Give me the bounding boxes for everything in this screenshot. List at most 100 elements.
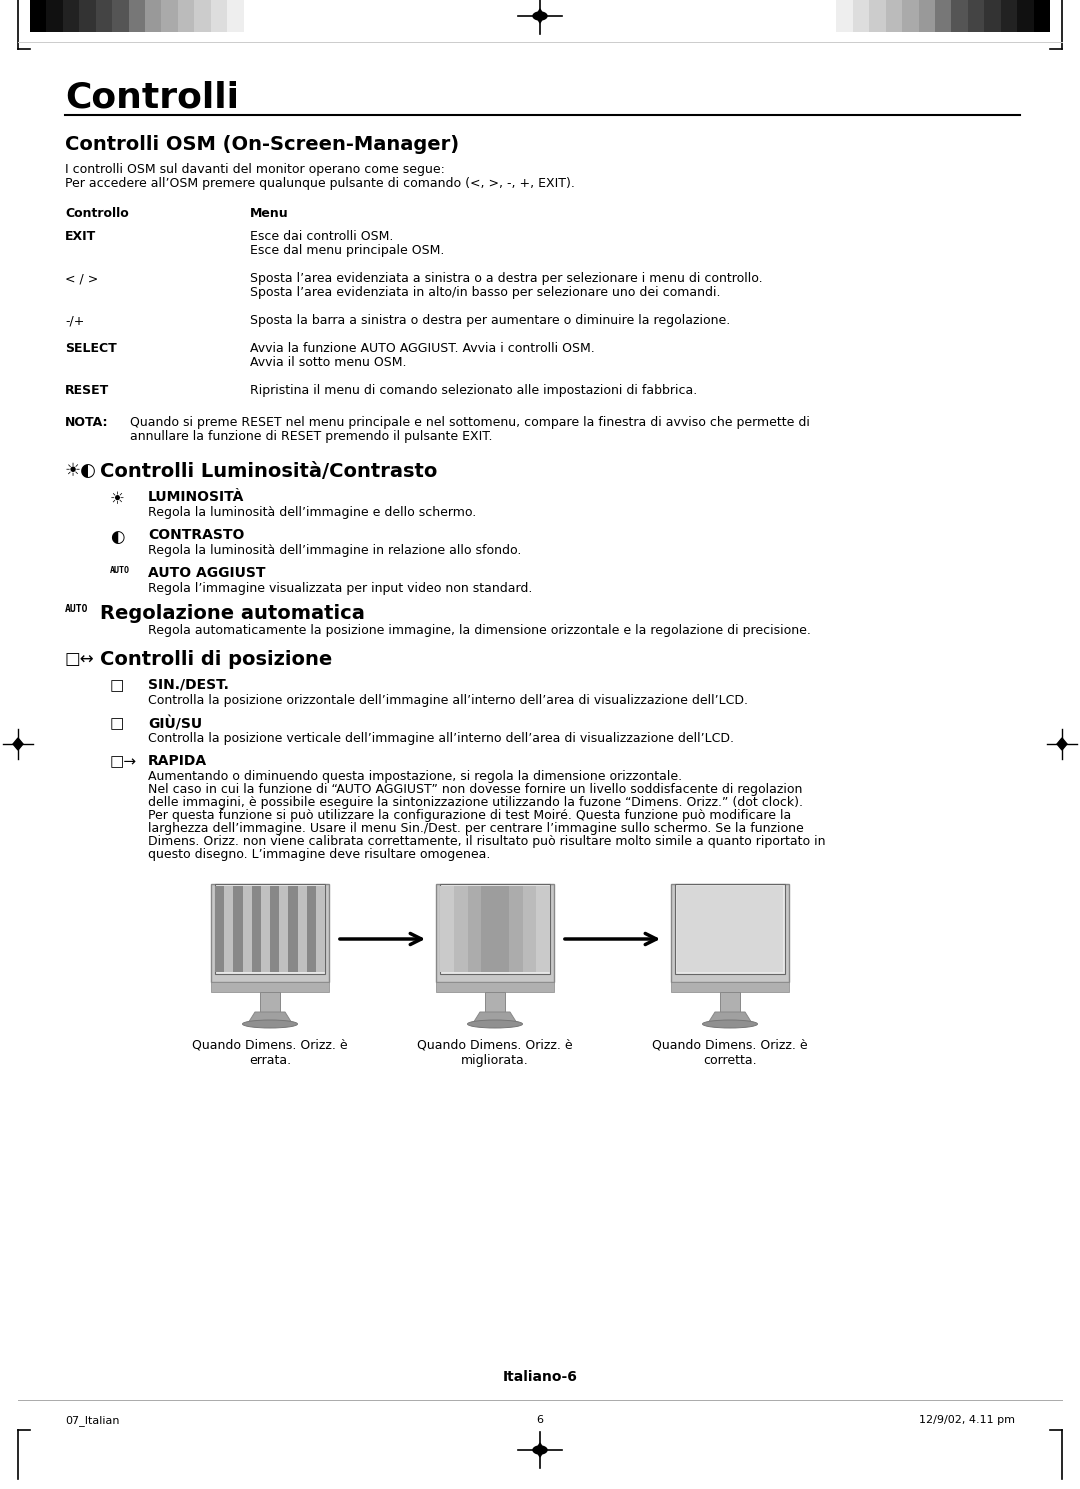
Bar bbox=[671, 884, 789, 983]
Bar bbox=[951, 0, 968, 31]
Bar bbox=[509, 886, 523, 972]
Text: Regola la luminosità dell’immagine in relazione allo sfondo.: Regola la luminosità dell’immagine in re… bbox=[148, 543, 522, 557]
Text: □↔: □↔ bbox=[65, 651, 95, 669]
Text: Regola la luminosità dell’immagine e dello schermo.: Regola la luminosità dell’immagine e del… bbox=[148, 506, 476, 520]
Text: Sposta l’area evidenziata in alto/in basso per selezionare uno dei comandi.: Sposta l’area evidenziata in alto/in bas… bbox=[249, 286, 720, 299]
Text: Regola automaticamente la posizione immagine, la dimensione orizzontale e la reg: Regola automaticamente la posizione imma… bbox=[148, 624, 811, 637]
Bar bbox=[495, 886, 509, 972]
Polygon shape bbox=[473, 1013, 517, 1024]
Text: LUMINOSITÀ: LUMINOSITÀ bbox=[148, 490, 244, 503]
Bar bbox=[307, 886, 315, 972]
Polygon shape bbox=[13, 739, 23, 750]
Bar bbox=[215, 886, 225, 972]
Text: Avvia il sotto menu OSM.: Avvia il sotto menu OSM. bbox=[249, 356, 406, 369]
Bar bbox=[315, 886, 325, 972]
Bar bbox=[836, 0, 853, 31]
Bar bbox=[968, 0, 984, 31]
Ellipse shape bbox=[468, 1020, 523, 1027]
Bar bbox=[485, 992, 505, 1013]
Bar bbox=[261, 886, 270, 972]
Text: Controlli: Controlli bbox=[65, 80, 239, 115]
Polygon shape bbox=[536, 1443, 544, 1458]
Bar bbox=[46, 0, 63, 31]
Text: SELECT: SELECT bbox=[65, 342, 117, 354]
Bar bbox=[1001, 0, 1017, 31]
Text: Quando Dimens. Orizz. è: Quando Dimens. Orizz. è bbox=[417, 1039, 572, 1053]
Bar bbox=[161, 0, 178, 31]
Text: corretta.: corretta. bbox=[703, 1054, 757, 1068]
Bar bbox=[178, 0, 194, 31]
Bar bbox=[436, 983, 554, 992]
Ellipse shape bbox=[702, 1020, 757, 1027]
Text: AUTO: AUTO bbox=[110, 566, 130, 575]
Bar bbox=[96, 0, 112, 31]
Text: Quando si preme RESET nel menu principale e nel sottomenu, compare la finestra d: Quando si preme RESET nel menu principal… bbox=[130, 415, 810, 429]
Bar bbox=[919, 0, 935, 31]
Text: RAPIDA: RAPIDA bbox=[148, 753, 207, 768]
Text: -/+: -/+ bbox=[65, 314, 84, 328]
Text: Sposta la barra a sinistra o destra per aumentare o diminuire la regolazione.: Sposta la barra a sinistra o destra per … bbox=[249, 314, 730, 328]
Bar bbox=[675, 884, 785, 974]
Bar bbox=[886, 0, 902, 31]
Bar bbox=[297, 886, 307, 972]
Bar bbox=[902, 0, 919, 31]
Text: Sposta l’area evidenziata a sinistra o a destra per selezionare i menu di contro: Sposta l’area evidenziata a sinistra o a… bbox=[249, 272, 762, 284]
Text: Quando Dimens. Orizz. è: Quando Dimens. Orizz. è bbox=[652, 1039, 808, 1053]
Text: CONTRASTO: CONTRASTO bbox=[148, 529, 244, 542]
Bar bbox=[225, 886, 233, 972]
Text: Menu: Menu bbox=[249, 207, 288, 220]
Text: Controlli OSM (On-Screen-Manager): Controlli OSM (On-Screen-Manager) bbox=[65, 135, 459, 153]
Bar bbox=[677, 886, 783, 972]
Polygon shape bbox=[1057, 739, 1067, 750]
Text: migliorata.: migliorata. bbox=[461, 1054, 529, 1068]
Ellipse shape bbox=[243, 1020, 297, 1027]
Bar bbox=[671, 983, 789, 992]
Bar bbox=[440, 886, 454, 972]
Bar bbox=[288, 886, 297, 972]
Text: Regola l’immagine visualizzata per input video non standard.: Regola l’immagine visualizzata per input… bbox=[148, 582, 532, 596]
Text: Regolazione automatica: Regolazione automatica bbox=[100, 605, 365, 622]
Text: RESET: RESET bbox=[65, 384, 109, 398]
Text: Esce dai controlli OSM.: Esce dai controlli OSM. bbox=[249, 229, 393, 243]
Text: 6: 6 bbox=[537, 1415, 543, 1425]
Polygon shape bbox=[707, 1013, 753, 1024]
Bar bbox=[482, 886, 495, 972]
Text: Controllo: Controllo bbox=[65, 207, 129, 220]
Text: □: □ bbox=[110, 677, 124, 692]
Bar bbox=[227, 0, 244, 31]
Text: delle immagini, è possibile eseguire la sintonizzazione utilizzando la fuzone “D: delle immagini, è possibile eseguire la … bbox=[148, 797, 804, 809]
Text: AUTO AGGIUST: AUTO AGGIUST bbox=[148, 566, 266, 581]
Text: ☀: ☀ bbox=[110, 490, 125, 508]
Bar bbox=[468, 886, 482, 972]
Text: Quando Dimens. Orizz. è: Quando Dimens. Orizz. è bbox=[192, 1039, 348, 1053]
Text: GIÙ/SU: GIÙ/SU bbox=[148, 716, 202, 731]
Bar bbox=[63, 0, 79, 31]
Text: Controlli di posizione: Controlli di posizione bbox=[100, 651, 333, 669]
Bar bbox=[270, 886, 279, 972]
Bar bbox=[243, 886, 252, 972]
Bar bbox=[145, 0, 161, 31]
Text: ◐: ◐ bbox=[110, 529, 124, 546]
Text: Italiano-6: Italiano-6 bbox=[502, 1370, 578, 1383]
Bar bbox=[211, 983, 329, 992]
Text: □: □ bbox=[110, 716, 124, 731]
Text: SIN./DEST.: SIN./DEST. bbox=[148, 677, 229, 692]
Text: Controlla la posizione orizzontale dell’immagine all’interno dell’area di visual: Controlla la posizione orizzontale dell’… bbox=[148, 694, 748, 707]
Text: Per accedere all’OSM premere qualunque pulsante di comando (<, >, -, +, EXIT).: Per accedere all’OSM premere qualunque p… bbox=[65, 177, 575, 191]
Text: NOTA:: NOTA: bbox=[65, 415, 108, 429]
Text: larghezza dell’immagine. Usare il menu Sin./Dest. per centrare l’immagine sullo : larghezza dell’immagine. Usare il menu S… bbox=[148, 822, 804, 835]
Text: errata.: errata. bbox=[248, 1054, 292, 1068]
Text: Esce dal menu principale OSM.: Esce dal menu principale OSM. bbox=[249, 244, 444, 258]
Bar bbox=[537, 886, 550, 972]
Bar bbox=[523, 886, 537, 972]
Bar bbox=[869, 0, 886, 31]
Text: questo disegno. L’immagine deve risultare omogenea.: questo disegno. L’immagine deve risultar… bbox=[148, 849, 490, 861]
Bar bbox=[820, 0, 836, 31]
Text: Dimens. Orizz. non viene calibrata correttamente, il risultato può risultare mol: Dimens. Orizz. non viene calibrata corre… bbox=[148, 835, 825, 849]
Text: Controlla la posizione verticale dell’immagine all’interno dell’area di visualiz: Controlla la posizione verticale dell’im… bbox=[148, 733, 734, 744]
Bar bbox=[1017, 0, 1034, 31]
Bar bbox=[720, 992, 740, 1013]
Bar bbox=[853, 0, 869, 31]
Bar bbox=[935, 0, 951, 31]
Bar bbox=[279, 886, 288, 972]
